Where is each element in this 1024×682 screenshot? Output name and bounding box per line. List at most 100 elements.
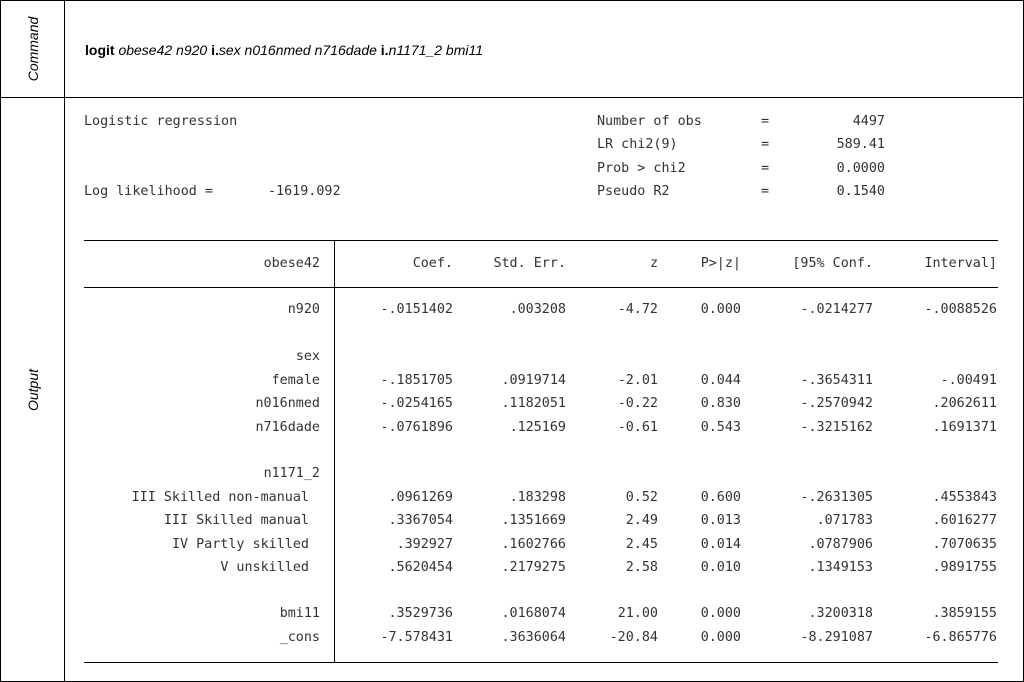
stat-label: Pseudo R2 — [597, 184, 670, 199]
p-header: P>|z| — [700, 256, 741, 271]
cell-hi: .3859155 — [932, 606, 998, 621]
loglik-value: -1619.092 — [268, 184, 341, 199]
cell-coef: .392927 — [396, 537, 453, 552]
cell-lo: .3200318 — [808, 606, 874, 621]
cell-hi: .6016277 — [932, 513, 998, 528]
stat-equals: = — [761, 114, 770, 129]
cell-p: 0.014 — [700, 537, 741, 552]
loglik-label: Log likelihood = — [84, 184, 213, 199]
command-prefix-1: i. — [211, 42, 219, 58]
cell-z: -4.72 — [617, 302, 658, 317]
stat-label: Number of obs — [597, 114, 702, 129]
cell-hi: .7070635 — [932, 537, 998, 552]
row-label: sex — [295, 349, 320, 364]
cell-p: 0.830 — [700, 396, 741, 411]
cell-se: .0168074 — [501, 606, 567, 621]
cell-p: 0.000 — [700, 606, 741, 621]
cell-z: 0.52 — [625, 490, 658, 505]
cell-z: -0.61 — [617, 420, 658, 435]
table-header-rule — [84, 287, 998, 288]
stat-value: 4497 — [852, 114, 885, 129]
cell-hi: .1691371 — [932, 420, 998, 435]
cell-p: 0.543 — [700, 420, 741, 435]
cell-hi: .9891755 — [932, 560, 998, 575]
row-label: n716dade — [255, 420, 321, 435]
cell-hi: -.00491 — [940, 373, 997, 388]
command-side-label-cell: Command — [1, 1, 65, 97]
cell-coef: -.0761896 — [380, 420, 453, 435]
ci-high-header: Interval] — [924, 256, 997, 271]
cell-lo: -.2631305 — [800, 490, 873, 505]
cell-coef: .3529736 — [388, 606, 454, 621]
table-bottom-rule — [84, 662, 998, 663]
cell-lo: -.3654311 — [800, 373, 873, 388]
row-label: _cons — [279, 630, 320, 645]
depvar-header: obese42 — [263, 256, 320, 271]
stat-label: Prob > chi2 — [597, 161, 686, 176]
cell-se: .0919714 — [501, 373, 567, 388]
stat-equals: = — [761, 137, 770, 152]
row-label: III Skilled non-manual — [131, 490, 309, 505]
row-label: n1171_2 — [263, 466, 320, 481]
stat-value: 589.41 — [836, 137, 885, 152]
cell-lo: -8.291087 — [800, 630, 873, 645]
cell-coef: -7.578431 — [380, 630, 453, 645]
cell-se: .1602766 — [501, 537, 567, 552]
cell-lo: -.0214277 — [800, 302, 873, 317]
cell-se: .003208 — [509, 302, 566, 317]
cell-hi: .4553843 — [932, 490, 998, 505]
cell-z: -2.01 — [617, 373, 658, 388]
row-label: IV Partly skilled — [171, 537, 309, 552]
cell-coef: .0961269 — [388, 490, 454, 505]
row-label: V unskilled — [220, 560, 309, 575]
cell-hi: -6.865776 — [924, 630, 997, 645]
table-column-divider — [334, 240, 335, 662]
command-vars-3: n1171_2 bmi11 — [388, 42, 484, 58]
cell-se: .125169 — [509, 420, 566, 435]
cell-p: 0.000 — [700, 630, 741, 645]
cell-coef: -.0254165 — [380, 396, 453, 411]
cell-se: .1351669 — [501, 513, 567, 528]
cell-z: 2.49 — [625, 513, 658, 528]
table-top-rule — [84, 240, 998, 241]
cell-lo: .1349153 — [808, 560, 874, 575]
cell-z: 2.45 — [625, 537, 658, 552]
cell-p: 0.000 — [700, 302, 741, 317]
cell-z: -0.22 — [617, 396, 658, 411]
cell-se: .183298 — [509, 490, 566, 505]
ci-low-header: [95% Conf. — [792, 256, 873, 271]
cell-coef: .3367054 — [388, 513, 454, 528]
stat-equals: = — [761, 184, 770, 199]
cell-se: .3636064 — [501, 630, 567, 645]
cell-lo: .071783 — [816, 513, 873, 528]
cell-coef: .5620454 — [388, 560, 454, 575]
command-keyword: logit — [85, 42, 115, 58]
command-label: Command — [24, 16, 41, 82]
cell-lo: -.3215162 — [800, 420, 873, 435]
command-text: logit obese42 n920 i.sex n016nmed n716da… — [85, 42, 483, 58]
cell-z: 2.58 — [625, 560, 658, 575]
cell-z: 21.00 — [617, 606, 658, 621]
cell-p: 0.600 — [700, 490, 741, 505]
cell-p: 0.010 — [700, 560, 741, 575]
cell-hi: -.0088526 — [924, 302, 997, 317]
cell-coef: -.1851705 — [380, 373, 453, 388]
row-label: III Skilled manual — [163, 513, 309, 528]
se-header: Std. Err. — [493, 256, 566, 271]
row-label: bmi11 — [279, 606, 320, 621]
output-label: Output — [24, 368, 41, 411]
cell-p: 0.044 — [700, 373, 741, 388]
row-label: n920 — [287, 302, 320, 317]
stat-value: 0.1540 — [836, 184, 885, 199]
command-vars-1: obese42 n920 — [118, 42, 208, 58]
cell-p: 0.013 — [700, 513, 741, 528]
coef-header: Coef. — [412, 256, 453, 271]
z-header: z — [649, 256, 658, 271]
cell-se: .1182051 — [501, 396, 567, 411]
stat-equals: = — [761, 161, 770, 176]
cell-lo: .0787906 — [808, 537, 874, 552]
output-side-label-cell: Output — [1, 98, 65, 681]
stat-label: LR chi2(9) — [597, 137, 678, 152]
row-label: female — [271, 373, 320, 388]
model-title: Logistic regression — [84, 114, 238, 129]
